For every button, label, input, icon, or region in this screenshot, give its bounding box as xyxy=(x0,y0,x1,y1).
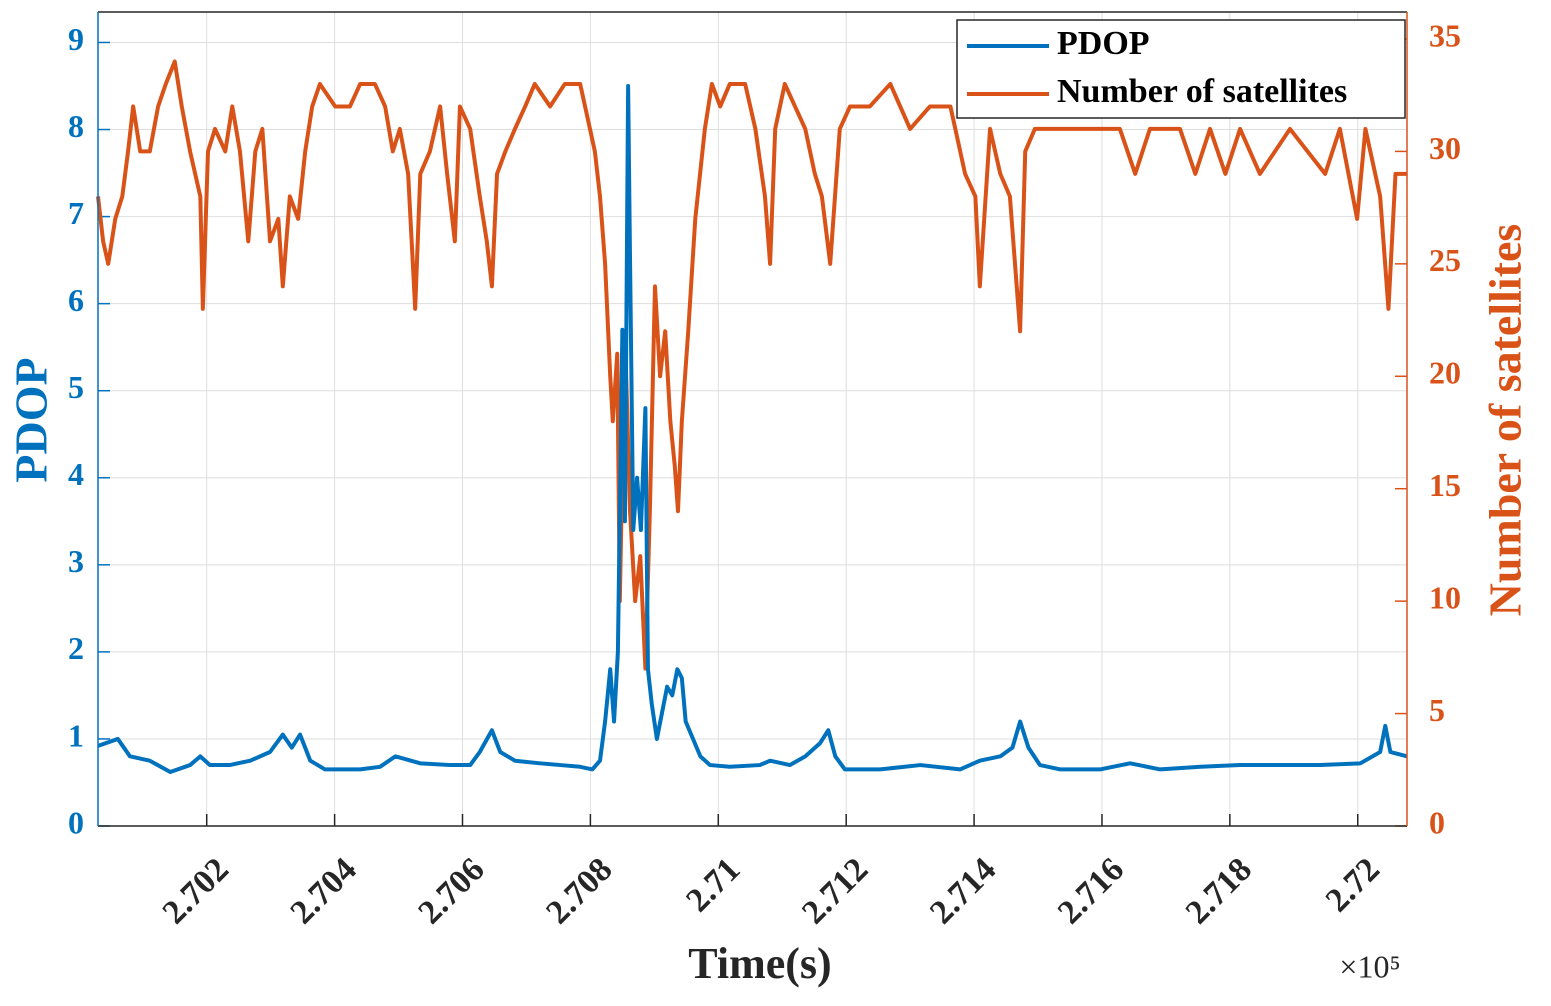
y-tick-label: 1 xyxy=(68,717,84,753)
data-line xyxy=(97,84,1408,775)
y2-tick-label: 35 xyxy=(1429,17,1461,53)
y2-tick-label: 15 xyxy=(1429,467,1461,503)
x-exponent-label: ×10⁵ xyxy=(1339,948,1400,984)
y-tick-label: 3 xyxy=(68,543,84,579)
y-axis-label: PDOP xyxy=(6,357,57,482)
legend-box xyxy=(956,19,1406,119)
y-tick-label: 2 xyxy=(68,630,84,666)
x-axis-label: Time(s) xyxy=(688,939,831,988)
y2-tick-label: 5 xyxy=(1429,692,1445,728)
y-tick-label: 8 xyxy=(68,108,84,144)
y2-tick-label: 20 xyxy=(1429,355,1461,391)
y2-tick-label: 0 xyxy=(1429,804,1445,840)
legend-label: Number of satellites xyxy=(1057,73,1347,110)
y2-tick-label: 30 xyxy=(1429,130,1461,166)
y2-tick-label: 25 xyxy=(1429,242,1461,278)
y-tick-label: 5 xyxy=(68,369,84,405)
y2-axis-label: Number of satellites xyxy=(1480,224,1531,617)
y-tick-label: 0 xyxy=(68,804,84,840)
y2-tick-label: 10 xyxy=(1429,579,1461,615)
y-tick-label: 9 xyxy=(68,21,84,57)
y-tick-label: 4 xyxy=(68,456,84,492)
y-tick-label: 7 xyxy=(68,195,84,231)
y-tick-label: 6 xyxy=(68,282,84,318)
legend-label: PDOP xyxy=(1057,25,1150,62)
